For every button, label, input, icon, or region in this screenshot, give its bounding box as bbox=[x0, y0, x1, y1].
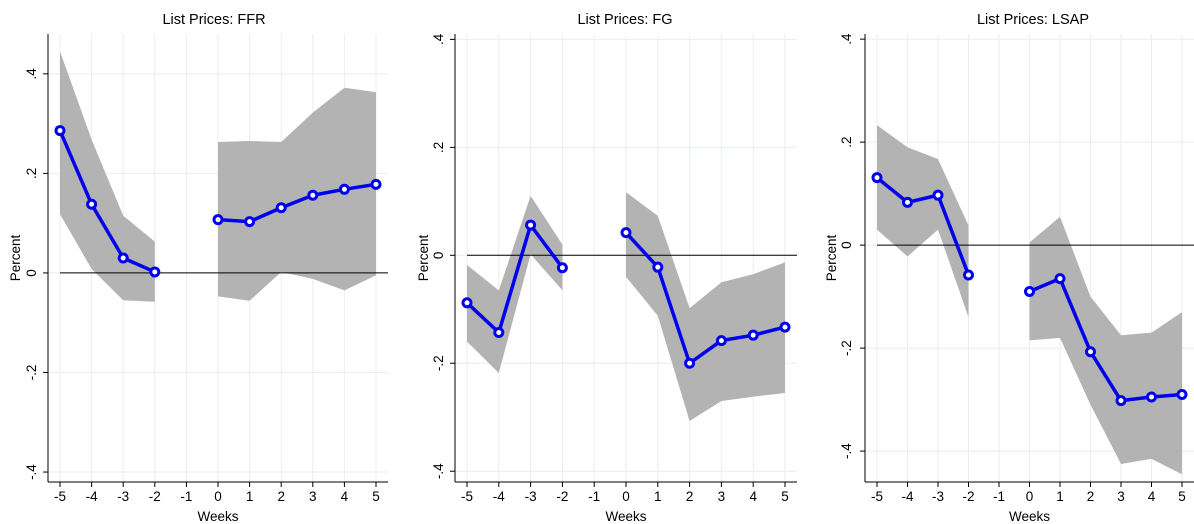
confidence-band-2 bbox=[626, 192, 785, 422]
data-point bbox=[1176, 388, 1188, 400]
x-tick-label: 1 bbox=[1056, 489, 1064, 504]
data-point bbox=[149, 266, 161, 278]
data-point bbox=[1085, 346, 1096, 358]
x-tick-label: -1 bbox=[180, 489, 192, 504]
x-tick-label: -5 bbox=[461, 489, 473, 504]
y-tick-label: .2 bbox=[839, 137, 854, 148]
confidence-band-1 bbox=[877, 125, 969, 318]
data-point bbox=[275, 202, 287, 214]
y-tick-label: .4 bbox=[431, 33, 446, 45]
y-tick-label: -.2 bbox=[839, 340, 854, 356]
data-point bbox=[307, 189, 319, 201]
x-tick-label: 4 bbox=[1148, 489, 1156, 504]
x-tick-label: 0 bbox=[622, 489, 630, 504]
y-tick-label: .2 bbox=[431, 142, 446, 153]
data-point bbox=[338, 183, 350, 195]
x-tick-label: -3 bbox=[525, 489, 537, 504]
series-line-1 bbox=[465, 223, 564, 335]
chart-panel-2: -5 -4 -3 -2 -1 0 1 2 3 4 5 -.4 -.2 0 .2 .4 List Prices: … bbox=[416, 12, 797, 524]
data-point bbox=[715, 335, 727, 347]
x-tick-label: 5 bbox=[372, 489, 380, 504]
x-tick-label: -3 bbox=[117, 489, 129, 504]
data-point bbox=[1054, 273, 1066, 285]
data-point bbox=[932, 189, 944, 201]
data-point bbox=[871, 172, 883, 184]
data-point bbox=[620, 227, 632, 239]
x-tick-label: -5 bbox=[54, 489, 66, 504]
y-tick-label: -.4 bbox=[431, 463, 446, 479]
data-point bbox=[902, 196, 913, 208]
x-tick-label: -1 bbox=[588, 489, 600, 504]
data-point bbox=[212, 214, 224, 226]
y-tick-label: .2 bbox=[24, 168, 39, 179]
data-point bbox=[779, 321, 791, 333]
data-point bbox=[370, 178, 382, 190]
data-point bbox=[525, 219, 537, 231]
x-tick-label: 2 bbox=[277, 489, 285, 504]
x-axis-label: Weeks bbox=[605, 509, 646, 524]
x-tick-label: -1 bbox=[993, 489, 1005, 504]
y-tick-label: .4 bbox=[839, 33, 854, 45]
data-point bbox=[652, 261, 664, 273]
y-axis-label: Percent bbox=[416, 234, 431, 281]
x-tick-label: 4 bbox=[341, 489, 349, 504]
confidence-band-2 bbox=[218, 87, 376, 301]
y-tick-label: 0 bbox=[839, 241, 854, 249]
x-tick-label: 1 bbox=[654, 489, 662, 504]
confidence-band-2 bbox=[1029, 216, 1182, 475]
y-tick-label: 0 bbox=[24, 269, 39, 277]
data-point bbox=[1024, 285, 1035, 297]
chart-title: List Prices: FG bbox=[577, 12, 672, 28]
x-tick-label: -2 bbox=[556, 489, 568, 504]
data-point bbox=[493, 326, 505, 338]
x-tick-label: 2 bbox=[686, 489, 694, 504]
x-tick-label: -2 bbox=[149, 489, 161, 504]
data-point bbox=[1146, 391, 1157, 403]
y-tick-label: .4 bbox=[24, 68, 39, 80]
x-tick-label: 0 bbox=[214, 489, 222, 504]
y-axis-label: Percent bbox=[824, 234, 839, 281]
data-point bbox=[747, 329, 759, 341]
series-line-1 bbox=[58, 129, 156, 274]
series-line-1 bbox=[875, 176, 971, 276]
data-point bbox=[117, 252, 129, 264]
confidence-band-1 bbox=[60, 51, 155, 302]
chart-panel-3: -5 -4 -3 -2 -1 0 1 2 3 4 5 -.4 -.2 0 .2 .4 List Prices: … bbox=[824, 12, 1194, 524]
y-tick-label: -.4 bbox=[839, 443, 854, 459]
data-point bbox=[556, 262, 568, 274]
chart-title: List Prices: FFR bbox=[162, 12, 265, 28]
x-axis-label: Weeks bbox=[197, 509, 238, 524]
x-tick-label: 2 bbox=[1087, 489, 1095, 504]
x-tick-label: 4 bbox=[749, 489, 757, 504]
y-axis-label: Percent bbox=[8, 234, 23, 281]
data-point bbox=[461, 297, 473, 309]
x-tick-label: 3 bbox=[1117, 489, 1125, 504]
x-tick-label: 5 bbox=[1178, 489, 1186, 504]
data-point bbox=[963, 269, 974, 281]
x-tick-label: -4 bbox=[901, 489, 913, 504]
x-axis-label: Weeks bbox=[1009, 509, 1050, 524]
x-tick-label: 1 bbox=[246, 489, 254, 504]
x-tick-label: 3 bbox=[309, 489, 317, 504]
x-tick-label: 5 bbox=[781, 489, 789, 504]
data-point bbox=[1115, 395, 1127, 407]
chart-title: List Prices: LSAP bbox=[977, 12, 1089, 28]
x-tick-label: -3 bbox=[932, 489, 944, 504]
x-tick-label: -5 bbox=[871, 489, 883, 504]
x-tick-label: -4 bbox=[493, 489, 505, 504]
data-point bbox=[54, 125, 66, 137]
x-tick-label: -2 bbox=[962, 489, 974, 504]
data-point bbox=[244, 216, 256, 228]
x-tick-label: -4 bbox=[86, 489, 98, 504]
y-tick-label: -.2 bbox=[431, 355, 446, 371]
y-tick-label: 0 bbox=[431, 252, 446, 260]
y-tick-label: -.2 bbox=[24, 365, 39, 381]
x-tick-label: 3 bbox=[718, 489, 726, 504]
x-tick-label: 0 bbox=[1026, 489, 1034, 504]
data-point bbox=[684, 357, 696, 369]
y-tick-label: -.4 bbox=[24, 464, 39, 480]
chart-panel-1: -5 -4 -3 -2 -1 0 1 2 3 4 5 -.4 -.2 0 .2 .4 List Prices: … bbox=[8, 12, 388, 524]
data-point bbox=[86, 198, 98, 210]
